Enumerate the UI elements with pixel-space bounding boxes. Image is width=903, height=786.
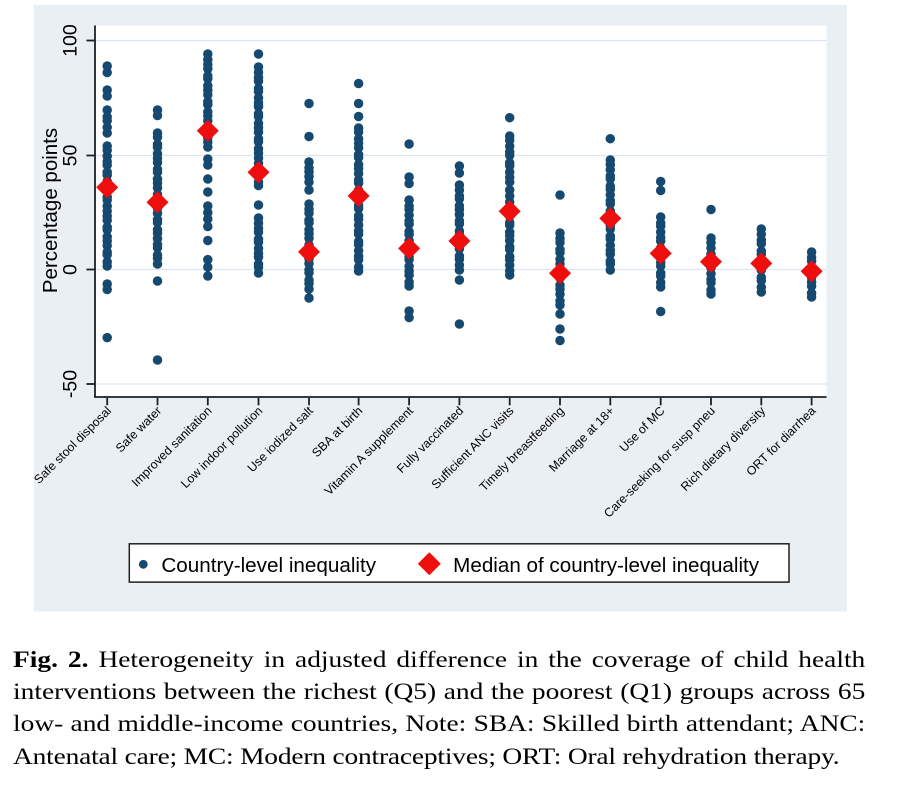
svg-text:Median of country-level inequa: Median of country-level inequality [453,554,760,577]
svg-text:100: 100 [59,24,81,57]
svg-text:Percentage points: Percentage points [39,128,62,293]
svg-text:50: 50 [59,145,81,167]
svg-text:Country-level inequality: Country-level inequality [161,554,376,577]
svg-text:-50: -50 [59,370,81,398]
svg-text:0: 0 [59,264,81,275]
